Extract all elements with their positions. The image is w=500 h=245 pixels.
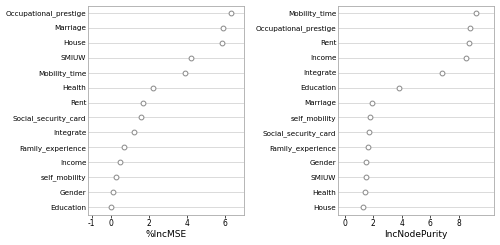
Point [465,41,473,45]
Point [130,130,138,134]
Point [181,71,189,75]
Point [438,71,446,75]
Point [360,205,368,209]
Point [362,175,370,179]
Point [362,160,370,164]
Point [137,116,145,120]
Point [364,145,372,149]
Point [139,101,147,105]
Point [365,130,373,134]
X-axis label: %IncMSE: %IncMSE [146,231,186,239]
Point [108,190,116,194]
Point [466,26,474,30]
Point [366,116,374,120]
Point [462,56,470,60]
Point [148,86,156,90]
Point [120,145,128,149]
Point [395,86,403,90]
Point [361,190,369,194]
Point [106,205,114,209]
Point [116,160,124,164]
Point [472,11,480,15]
Point [227,11,235,15]
Point [220,26,228,30]
Point [187,56,195,60]
X-axis label: IncNodePurity: IncNodePurity [384,231,448,239]
Point [112,175,120,179]
Point [218,41,226,45]
Point [368,101,376,105]
